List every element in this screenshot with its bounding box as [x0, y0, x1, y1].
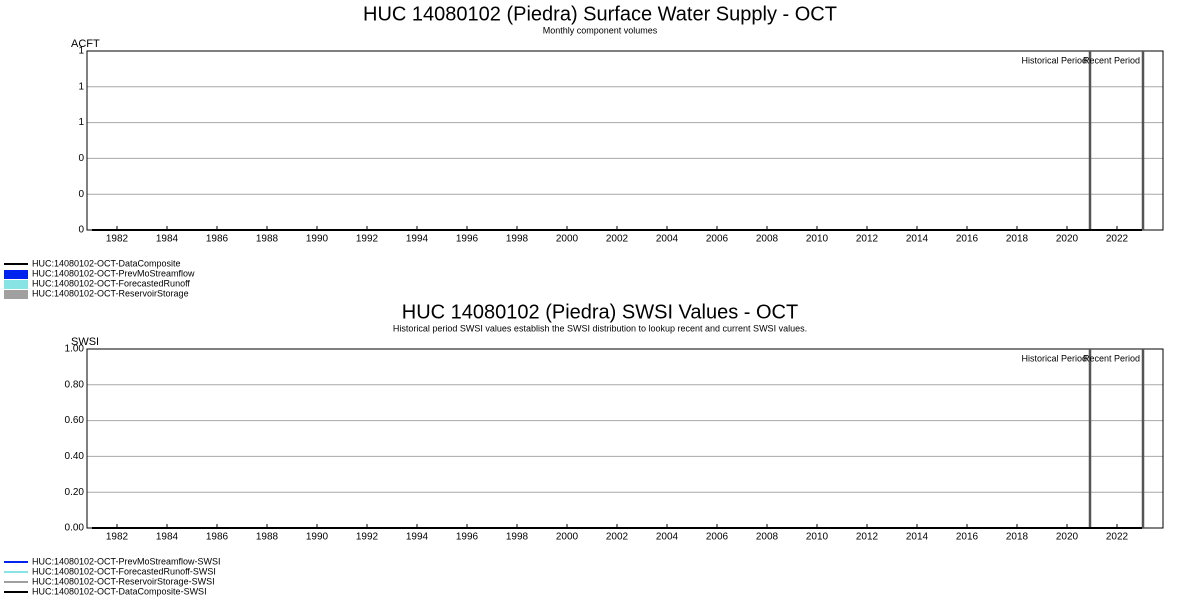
y-tick-label: 1: [78, 46, 84, 57]
legend-swatch: [4, 280, 28, 289]
x-tick-label: 1982: [106, 234, 129, 245]
chart-title: HUC 14080102 (Piedra) SWSI Values - OCT: [402, 301, 798, 323]
x-tick-label: 2008: [756, 234, 779, 245]
legend-label: HUC:14080102-OCT-PrevMoStreamflow: [32, 268, 195, 278]
legend-label: HUC:14080102-OCT-ForecastedRunoff: [32, 278, 190, 288]
x-tick-label: 2018: [1006, 532, 1029, 543]
y-tick-label: 1: [78, 81, 84, 92]
x-tick-label: 1996: [456, 234, 479, 245]
x-tick-label: 1988: [256, 532, 279, 543]
x-tick-label: 2014: [906, 234, 929, 245]
legend-swatch: [4, 290, 28, 299]
x-tick-label: 2020: [1056, 532, 1079, 543]
period-label: Historical Period: [1021, 55, 1087, 65]
y-tick-label: 0: [78, 153, 84, 164]
x-tick-label: 1984: [156, 234, 179, 245]
chart-title: HUC 14080102 (Piedra) Surface Water Supp…: [363, 3, 837, 25]
x-tick-label: 2010: [806, 532, 829, 543]
y-tick-label: 0.00: [65, 523, 85, 534]
x-tick-label: 1982: [106, 532, 129, 543]
y-tick-label: 1.00: [65, 344, 85, 355]
x-tick-label: 2022: [1106, 234, 1129, 245]
x-tick-label: 1998: [506, 532, 529, 543]
chart-subtitle: Monthly component volumes: [543, 25, 658, 35]
x-tick-label: 2020: [1056, 234, 1079, 245]
y-tick-label: 1: [78, 117, 84, 128]
x-tick-label: 2002: [606, 532, 629, 543]
legend-label: HUC:14080102-OCT-PrevMoStreamflow-SWSI: [32, 556, 221, 566]
legend-label: HUC:14080102-OCT-ReservoirStorage: [32, 288, 189, 298]
y-tick-label: 0.80: [65, 379, 85, 390]
y-tick-label: 0: [78, 189, 84, 200]
y-tick-label: 0: [78, 225, 84, 236]
x-tick-label: 2000: [556, 234, 579, 245]
x-tick-label: 2016: [956, 532, 979, 543]
period-label: Recent Period: [1083, 55, 1140, 65]
plot-frame: [86, 50, 1164, 231]
x-tick-label: 1992: [356, 532, 379, 543]
period-label: Historical Period: [1021, 353, 1087, 363]
x-tick-label: 1996: [456, 532, 479, 543]
x-tick-label: 2000: [556, 532, 579, 543]
x-tick-label: 2016: [956, 234, 979, 245]
x-tick-label: 1998: [506, 234, 529, 245]
y-tick-label: 0.60: [65, 415, 85, 426]
legend-label: HUC:14080102-OCT-DataComposite: [32, 258, 181, 268]
x-tick-label: 1994: [406, 532, 429, 543]
x-tick-label: 1990: [306, 532, 329, 543]
x-tick-label: 2022: [1106, 532, 1129, 543]
legend-swatch: [4, 270, 28, 279]
x-tick-label: 2018: [1006, 234, 1029, 245]
x-tick-label: 1986: [206, 234, 229, 245]
x-tick-label: 1992: [356, 234, 379, 245]
legend-label: HUC:14080102-OCT-DataComposite-SWSI: [32, 586, 207, 596]
period-label: Recent Period: [1083, 353, 1140, 363]
legend-label: HUC:14080102-OCT-ReservoirStorage-SWSI: [32, 576, 215, 586]
y-tick-label: 0.40: [65, 451, 85, 462]
x-tick-label: 2014: [906, 532, 929, 543]
y-tick-label: 0.20: [65, 487, 85, 498]
x-tick-label: 2002: [606, 234, 629, 245]
x-tick-label: 1994: [406, 234, 429, 245]
y-axis-label: ACFT: [71, 38, 100, 50]
plot-frame: [86, 348, 1164, 529]
x-tick-label: 1988: [256, 234, 279, 245]
x-tick-label: 2010: [806, 234, 829, 245]
legend-label: HUC:14080102-OCT-ForecastedRunoff-SWSI: [32, 566, 216, 576]
x-tick-label: 2012: [856, 532, 879, 543]
x-tick-label: 1986: [206, 532, 229, 543]
x-tick-label: 2004: [656, 234, 679, 245]
x-tick-label: 1990: [306, 234, 329, 245]
chart-subtitle: Historical period SWSI values establish …: [393, 323, 807, 333]
x-tick-label: 2006: [706, 532, 729, 543]
x-tick-label: 2012: [856, 234, 879, 245]
x-tick-label: 1984: [156, 532, 179, 543]
y-axis-label: SWSI: [71, 336, 99, 348]
x-tick-label: 2008: [756, 532, 779, 543]
x-tick-label: 2006: [706, 234, 729, 245]
x-tick-label: 2004: [656, 532, 679, 543]
